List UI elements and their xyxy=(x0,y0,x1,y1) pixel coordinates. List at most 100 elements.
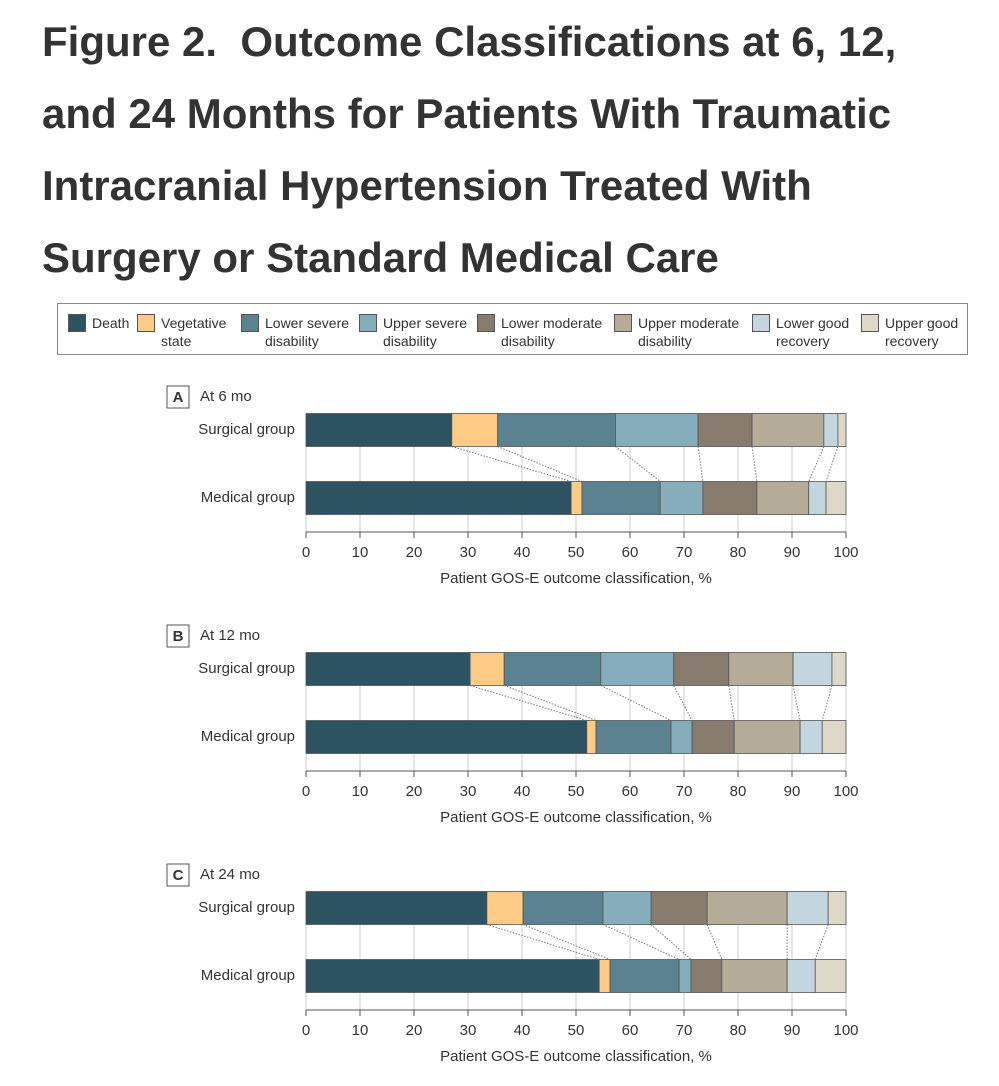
x-tick-label: 0 xyxy=(302,1022,310,1039)
x-tick-label: 90 xyxy=(784,1022,801,1039)
bar-segment xyxy=(586,720,597,754)
bar-segment xyxy=(670,720,693,754)
panel-label: B xyxy=(173,628,184,645)
bar-segment xyxy=(522,891,604,925)
legend-label: Vegetative state xyxy=(161,315,227,349)
x-tick-label: 10 xyxy=(352,1022,369,1039)
bar-segment xyxy=(600,652,675,686)
bar-segment xyxy=(823,413,839,447)
bar-segment xyxy=(469,652,505,686)
figure-title: Figure 2. Outcome Classifications at 6, … xyxy=(42,18,908,281)
x-tick-label: 90 xyxy=(784,783,801,800)
x-tick-label: 40 xyxy=(514,544,531,561)
bar-segment xyxy=(821,720,847,754)
legend-swatch xyxy=(359,314,377,332)
bar-segment xyxy=(751,413,825,447)
bar-segment xyxy=(706,891,788,925)
x-tick-label: 30 xyxy=(460,544,477,561)
panel-title: At 12 mo xyxy=(200,627,260,644)
bar-segment xyxy=(650,891,708,925)
legend-item: Upper good recovery xyxy=(861,314,965,354)
x-tick-label: 100 xyxy=(833,1022,858,1039)
bar-segment xyxy=(305,481,572,515)
bar-segment xyxy=(659,481,704,515)
bar-segment xyxy=(615,413,699,447)
bar-segment xyxy=(497,413,616,447)
legend-swatch xyxy=(752,314,770,332)
bar-segment xyxy=(305,413,453,447)
x-tick-label: 60 xyxy=(622,1022,639,1039)
x-tick-label: 70 xyxy=(676,1022,693,1039)
bar-segment xyxy=(786,891,829,925)
panel-label-box xyxy=(166,624,190,648)
y-tick-label: Surgical group xyxy=(198,421,295,438)
legend-swatch xyxy=(614,314,632,332)
connector xyxy=(814,924,829,960)
y-tick-label: Surgical group xyxy=(198,899,295,916)
bar-segment xyxy=(451,413,499,447)
connector xyxy=(697,446,704,482)
x-tick-label: 0 xyxy=(302,783,310,800)
legend-label: Upper good recovery xyxy=(885,315,959,349)
x-tick-label: 30 xyxy=(460,783,477,800)
legend-item: Lower moderate disability xyxy=(477,314,614,354)
connector xyxy=(728,685,735,721)
bar-segment xyxy=(808,481,827,515)
legend-item: Upper severe disability xyxy=(359,314,477,354)
panel-title: At 24 mo xyxy=(200,866,260,883)
connector xyxy=(792,685,801,721)
legend: Death Vegetative state Lower severe disabi… xyxy=(57,303,968,355)
connector xyxy=(821,685,833,721)
x-axis-label: Patient GOS-E outcome classification, % xyxy=(440,1048,712,1065)
bar-segment xyxy=(786,959,816,993)
legend-label: Lower moderate disability xyxy=(501,315,603,349)
connector xyxy=(451,446,572,482)
x-tick-label: 60 xyxy=(622,544,639,561)
x-tick-label: 100 xyxy=(833,783,858,800)
connector xyxy=(486,924,600,960)
connector xyxy=(673,685,693,721)
connector xyxy=(650,924,692,960)
bar-segment xyxy=(837,413,847,447)
x-tick-label: 50 xyxy=(568,1022,585,1039)
connector xyxy=(470,685,587,721)
bar-segment xyxy=(831,652,847,686)
legend-swatch xyxy=(477,314,495,332)
x-tick-label: 40 xyxy=(514,783,531,800)
y-tick-label: Medical group xyxy=(201,967,295,984)
bar-segment xyxy=(827,891,847,925)
connector xyxy=(522,924,611,960)
y-tick-label: Medical group xyxy=(201,728,295,745)
connector xyxy=(825,446,839,482)
bar-segment xyxy=(825,481,847,515)
panel-label: C xyxy=(173,867,184,884)
legend-swatch xyxy=(137,314,155,332)
bar-segment xyxy=(305,959,600,993)
x-axis-label: Patient GOS-E outcome classification, % xyxy=(440,809,712,826)
bar-segment xyxy=(728,652,794,686)
bar-segment xyxy=(305,891,488,925)
legend-label: Lower severe disability xyxy=(265,315,350,349)
bar-segment xyxy=(792,652,833,686)
x-tick-label: 60 xyxy=(622,783,639,800)
bar-segment xyxy=(690,959,723,993)
legend-item: Lower good recovery xyxy=(752,314,861,354)
panel-label-box xyxy=(166,863,190,887)
connector xyxy=(615,446,661,482)
bar-segment xyxy=(691,720,735,754)
legend-label: Lower good recovery xyxy=(776,315,850,349)
x-tick-label: 20 xyxy=(406,783,423,800)
bar-segment xyxy=(305,720,588,754)
bar-segment xyxy=(598,959,611,993)
x-tick-label: 50 xyxy=(568,783,585,800)
legend-item: Vegetative state xyxy=(137,314,241,354)
x-tick-label: 100 xyxy=(833,544,858,561)
bar-segment xyxy=(756,481,810,515)
bar-segment xyxy=(678,959,692,993)
bar-segment xyxy=(609,959,680,993)
y-tick-label: Medical group xyxy=(201,489,295,506)
bar-segment xyxy=(581,481,661,515)
x-tick-label: 0 xyxy=(302,544,310,561)
bar-segment xyxy=(673,652,730,686)
